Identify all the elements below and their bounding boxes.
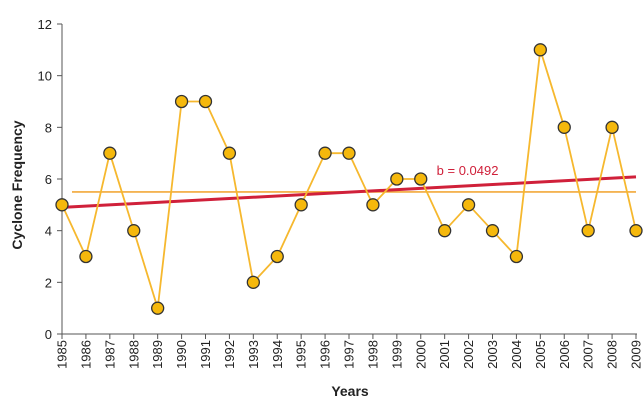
x-tick-label: 1993 bbox=[246, 340, 261, 369]
x-axis: 1985 1986 1987 1988 1989 1990 1991 1992 1993 1994… bbox=[55, 333, 644, 369]
data-point bbox=[366, 198, 380, 212]
data-point bbox=[270, 249, 284, 264]
y-tick-label: 10 bbox=[38, 69, 52, 84]
x-tick-label: 2009 bbox=[629, 340, 644, 369]
data-point bbox=[390, 172, 404, 186]
data-point bbox=[246, 275, 260, 289]
series-line bbox=[61, 48, 637, 310]
data-point bbox=[79, 249, 93, 264]
data-point bbox=[629, 224, 643, 238]
data-point bbox=[509, 249, 524, 264]
x-tick-label: 1992 bbox=[222, 340, 237, 369]
data-point bbox=[55, 198, 69, 212]
data-point bbox=[222, 146, 237, 160]
x-tick-label: 1991 bbox=[198, 340, 213, 369]
y-tick-label: 0 bbox=[45, 327, 52, 342]
y-tick-label: 8 bbox=[45, 120, 52, 135]
x-tick-label: 1985 bbox=[55, 340, 70, 369]
data-point bbox=[533, 43, 547, 57]
x-tick-label: 2001 bbox=[437, 340, 452, 369]
y-axis-title: Cyclone Frequency bbox=[9, 120, 25, 249]
data-point bbox=[151, 301, 165, 315]
x-tick-label: 2000 bbox=[413, 340, 428, 369]
trend-line bbox=[61, 175, 637, 209]
data-point bbox=[127, 224, 141, 238]
data-series bbox=[55, 43, 643, 315]
trend-annotation: b = 0.0492 bbox=[437, 163, 499, 178]
x-tick-label: 2004 bbox=[509, 340, 524, 369]
data-point bbox=[438, 224, 452, 238]
y-axis: 0 2 4 6 8 10 12 bbox=[38, 17, 63, 342]
x-tick-label: 1986 bbox=[78, 340, 93, 369]
x-axis-title: Years bbox=[331, 383, 369, 399]
data-point bbox=[461, 198, 476, 212]
x-tick-label: 1995 bbox=[294, 340, 309, 369]
data-point bbox=[294, 198, 308, 212]
data-point bbox=[342, 146, 356, 160]
data-point bbox=[605, 120, 619, 134]
data-point bbox=[103, 146, 117, 160]
x-tick-label: 1994 bbox=[270, 340, 285, 369]
data-point bbox=[198, 94, 213, 109]
data-point bbox=[174, 94, 189, 109]
data-point bbox=[557, 120, 571, 134]
x-tick-label: 1996 bbox=[318, 340, 333, 369]
x-tick-label: 2005 bbox=[533, 340, 548, 369]
x-tick-label: 1987 bbox=[102, 340, 117, 369]
data-point bbox=[318, 146, 332, 160]
x-tick-label: 1990 bbox=[174, 340, 189, 369]
reference-lines bbox=[61, 175, 637, 209]
x-tick-label: 2006 bbox=[557, 340, 572, 369]
x-tick-label: 2002 bbox=[461, 340, 476, 369]
x-tick-label: 1997 bbox=[342, 340, 357, 369]
data-point bbox=[581, 224, 595, 238]
y-tick-label: 6 bbox=[45, 172, 52, 187]
x-tick-label: 1988 bbox=[126, 340, 141, 369]
y-tick-label: 12 bbox=[38, 17, 52, 32]
x-tick-label: 2007 bbox=[581, 340, 596, 369]
x-tick-label: 2003 bbox=[485, 340, 500, 369]
x-tick-label: 1999 bbox=[389, 340, 404, 369]
x-tick-label: 1998 bbox=[365, 340, 380, 369]
y-tick-label: 4 bbox=[45, 224, 52, 239]
data-point bbox=[485, 224, 500, 238]
x-tick-label: 1989 bbox=[150, 340, 165, 369]
data-point bbox=[414, 172, 428, 186]
y-tick-label: 2 bbox=[45, 275, 52, 290]
x-tick-label: 2008 bbox=[605, 340, 620, 369]
